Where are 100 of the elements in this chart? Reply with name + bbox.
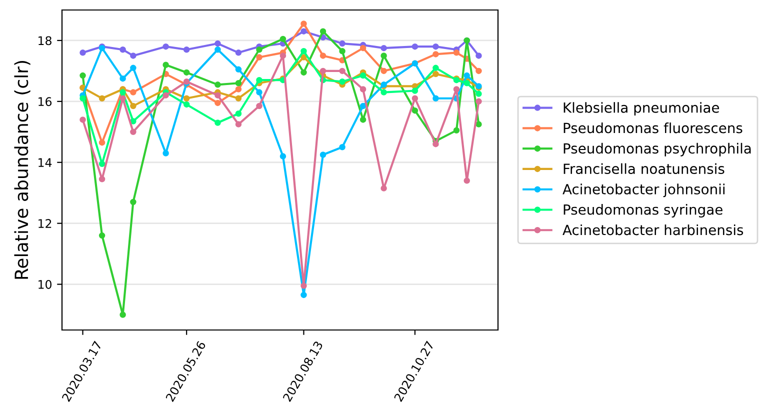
point <box>214 82 221 88</box>
point <box>412 107 418 114</box>
point <box>214 46 221 53</box>
point <box>162 150 169 156</box>
point <box>476 90 482 97</box>
point <box>360 116 366 123</box>
point <box>380 89 387 96</box>
point <box>432 70 439 78</box>
point <box>432 140 439 148</box>
point <box>432 43 439 50</box>
point <box>183 101 190 108</box>
point <box>320 28 326 34</box>
point <box>214 100 221 106</box>
point <box>453 86 460 92</box>
y-axis-title: Relative abundance (clr) <box>14 60 30 279</box>
point <box>380 44 387 52</box>
point <box>280 52 286 59</box>
point <box>360 102 366 110</box>
point <box>300 292 307 298</box>
point <box>300 69 307 76</box>
point <box>98 95 106 102</box>
point <box>464 72 470 79</box>
point <box>162 43 169 50</box>
point <box>476 98 482 105</box>
point <box>130 118 136 124</box>
point <box>412 88 418 94</box>
point <box>80 72 86 79</box>
y-tick-label: 18 <box>38 36 52 46</box>
point <box>235 121 242 128</box>
point <box>256 102 262 110</box>
point <box>432 95 439 102</box>
legend-label: Klebsiella pneumoniae <box>564 102 720 116</box>
point <box>300 28 307 34</box>
point <box>300 20 307 27</box>
point <box>280 153 286 160</box>
point <box>256 54 262 60</box>
y-tick-label: 12 <box>38 219 52 228</box>
legend-label: Pseudomonas psychrophila <box>564 142 751 156</box>
point <box>360 72 366 79</box>
point <box>214 120 221 126</box>
point <box>183 95 190 102</box>
point <box>130 128 136 136</box>
legend-label: Acinetobacter harbinensis <box>562 224 744 236</box>
point <box>98 139 106 146</box>
point <box>380 52 387 59</box>
point <box>300 48 307 54</box>
point <box>300 282 307 289</box>
point <box>412 95 418 102</box>
point <box>256 76 262 84</box>
point <box>464 178 470 184</box>
legend-label: Pseudomonas fluorescens <box>564 122 742 134</box>
point <box>339 68 346 74</box>
point <box>235 50 242 56</box>
point <box>214 92 221 98</box>
point <box>432 51 439 58</box>
point <box>120 312 126 318</box>
point <box>162 92 169 98</box>
point <box>98 176 106 182</box>
point <box>256 89 262 96</box>
point <box>235 110 242 117</box>
point <box>235 95 242 102</box>
point <box>183 46 190 53</box>
legend-label: Pseudomonas syringae <box>564 204 722 218</box>
point <box>80 50 86 56</box>
point <box>476 121 482 128</box>
point <box>320 152 326 158</box>
point <box>120 75 126 82</box>
y-tick-label: 16 <box>38 97 52 106</box>
point <box>300 54 307 60</box>
point <box>162 62 169 68</box>
point <box>339 48 346 54</box>
y-tick-label: 10 <box>38 280 52 289</box>
point <box>80 95 86 102</box>
point <box>130 64 136 72</box>
y-tick-label: 14 <box>38 158 52 167</box>
point <box>130 89 136 96</box>
point <box>339 78 346 85</box>
point <box>130 52 136 59</box>
point <box>235 86 242 92</box>
point <box>339 40 346 47</box>
legend-label: Acinetobacter johnsonii <box>562 184 725 198</box>
point <box>183 69 190 76</box>
legend-label: Francisella noatunensis <box>564 163 724 174</box>
point <box>476 68 482 74</box>
point <box>98 232 106 239</box>
point <box>120 95 126 102</box>
point <box>130 198 136 206</box>
point <box>380 68 387 74</box>
point <box>432 64 439 72</box>
point <box>464 80 470 86</box>
point <box>412 43 418 50</box>
point <box>98 160 106 168</box>
point <box>453 50 460 56</box>
point <box>320 52 326 59</box>
point <box>280 36 286 42</box>
point <box>360 44 366 52</box>
point <box>235 66 242 73</box>
point <box>120 89 126 96</box>
point <box>476 52 482 59</box>
point <box>235 80 242 86</box>
